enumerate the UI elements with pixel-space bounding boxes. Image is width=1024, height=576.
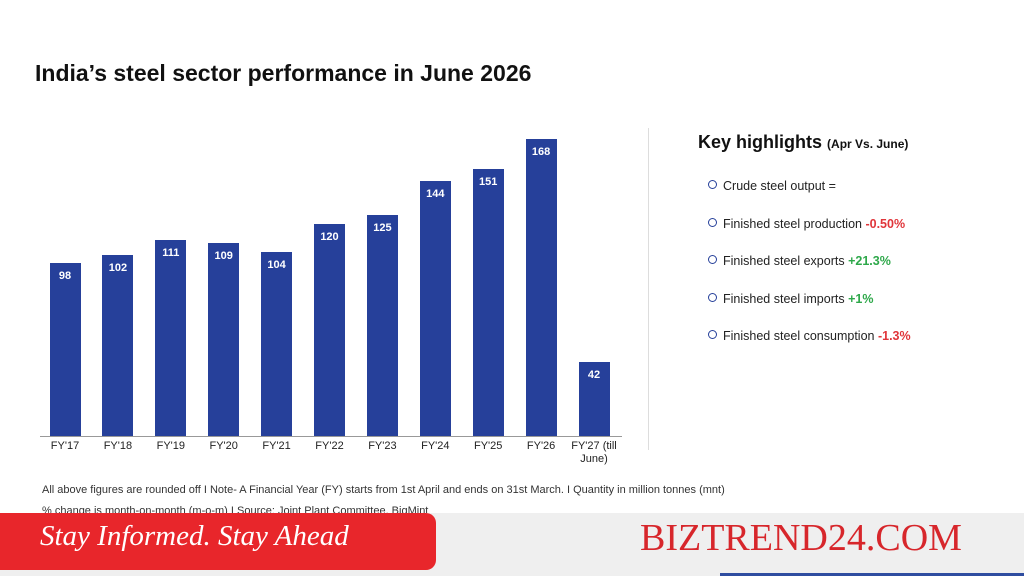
banner-tagline: Stay Informed. Stay Ahead	[40, 520, 349, 552]
bar	[419, 181, 451, 436]
highlights-title: Key highlights (Apr Vs. June)	[698, 132, 908, 153]
value-label: 109	[214, 250, 233, 263]
highlight-change: +1%	[848, 291, 874, 306]
x-tick-label: FY'20	[209, 440, 238, 452]
value-label: 42	[587, 368, 601, 381]
highlight-label: Finished steel exports	[723, 254, 845, 268]
value-label: 102	[108, 262, 128, 275]
value-label: 104	[267, 258, 286, 271]
bullet	[708, 255, 717, 264]
highlight-item: Crude steel output =	[708, 179, 836, 193]
x-tick-label: FY'25	[473, 440, 503, 452]
value-label: 144	[426, 188, 445, 201]
value-label: 120	[320, 230, 339, 243]
highlight-label: Finished steel imports	[723, 291, 845, 306]
banner-line	[720, 573, 1024, 576]
value-label: 151	[479, 175, 498, 188]
bar	[49, 262, 81, 436]
divider	[648, 128, 649, 450]
x-tick-label: FY'18	[103, 440, 133, 452]
bullet	[708, 217, 717, 227]
bar	[102, 255, 134, 436]
x-tick-label: FY'27 (till June)	[571, 440, 617, 465]
bar	[472, 168, 504, 436]
x-tick-label: FY'21	[262, 440, 291, 452]
highlights-heading: Key highlights	[698, 132, 823, 152]
highlight-change: -0.50%	[865, 216, 906, 231]
bullet	[708, 292, 717, 302]
x-tick-label: FY'17	[50, 440, 80, 452]
bar	[525, 138, 557, 436]
value-label: 98	[58, 269, 72, 282]
value-label: 125	[373, 221, 392, 234]
bar	[366, 214, 398, 436]
x-tick-label: FY'22	[315, 440, 344, 452]
x-tick-label: FY'19	[156, 440, 185, 452]
highlight-change: +21.3%	[848, 254, 891, 268]
highlights-subtitle: (Apr Vs. June)	[827, 137, 909, 151]
chart-title: India’s steel sector performance in June…	[35, 60, 532, 86]
value-label: 111	[162, 246, 180, 259]
bar	[578, 361, 610, 436]
x-tick-label: FY'24	[421, 440, 450, 452]
bar	[314, 223, 345, 436]
highlight-item: Finished steel production -0.50%	[708, 217, 905, 231]
bar	[208, 243, 240, 436]
highlight-label: Crude steel output =	[723, 179, 836, 193]
bar	[261, 251, 293, 436]
banner-tag-box	[0, 513, 436, 570]
footnote: All above figures are rounded off I Note…	[42, 484, 725, 496]
chart: 98 FY'17 102 FY'18 111 FY'19 109 FY'20 104 FY'21 1…	[49, 138, 617, 465]
value-label: 168	[531, 145, 551, 158]
axis-line	[40, 436, 622, 437]
highlight-item: Finished steel consumption -1.3%	[708, 329, 911, 343]
highlight-item: Finished steel exports +21.3%	[708, 254, 891, 268]
highlight-item: Finished steel imports +1%	[708, 292, 873, 306]
x-tick-label: FY'23	[368, 440, 397, 452]
highlight-label: Finished steel production	[723, 216, 862, 231]
highlight-change: -1.3%	[877, 329, 911, 343]
highlight-label: Finished steel consumption	[723, 329, 875, 343]
banner-brand: BIZTREND24.COM	[640, 517, 962, 559]
bullet	[708, 330, 717, 339]
bullet	[708, 180, 717, 189]
x-tick-label: FY'26	[526, 440, 556, 452]
bar	[155, 239, 187, 436]
